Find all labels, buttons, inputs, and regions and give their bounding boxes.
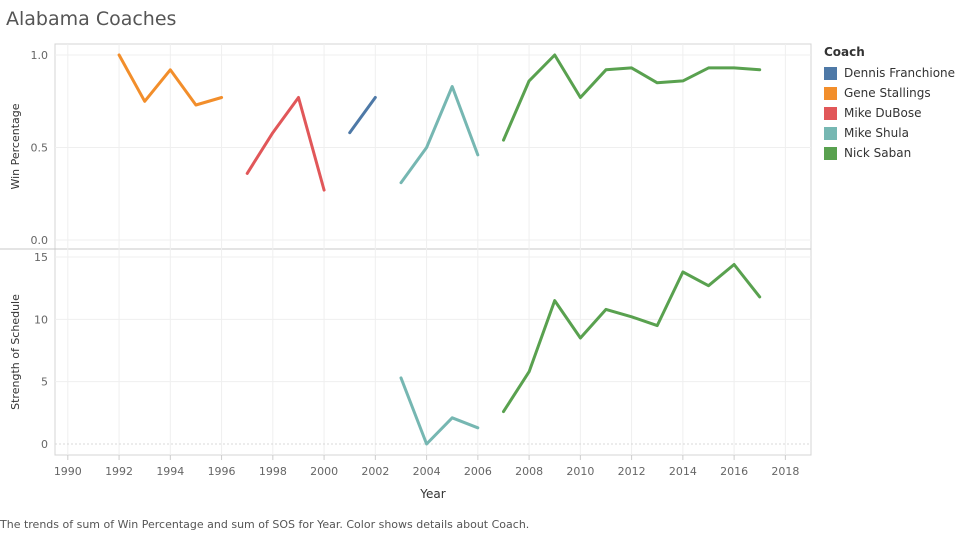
x-tick-label: 2014 [669,465,697,478]
panel-2: 0 5 10 15 Strength of Schedule [9,249,811,455]
legend: Coach Dennis Franchione Gene Stallings Mik… [824,45,955,163]
y-tick-label: 0.5 [31,142,49,155]
chart-caption: The trends of sum of Win Percentage and … [0,518,530,531]
legend-label: Mike DuBose [844,106,922,120]
legend-swatch [824,66,837,80]
x-tick-label: 2002 [361,465,389,478]
legend-label: Gene Stallings [844,86,931,100]
series-line [117,53,224,107]
x-tick-label: 2010 [566,465,594,478]
y-tick-label: 5 [41,376,48,389]
series-line [502,53,762,142]
y-tick-label: 10 [34,313,48,326]
legend-title: Coach [824,45,865,59]
legend-swatch [824,86,837,100]
legend-item[interactable]: Nick Saban [824,143,955,163]
x-tick-label: 1990 [54,465,82,478]
panel-1: 0.0 0.5 1.0 Win Percentage [9,44,811,249]
legend-item[interactable]: Gene Stallings [824,83,955,103]
y-tick-label: 1.0 [31,49,49,62]
legend-item[interactable]: Mike Shula [824,123,955,143]
series-line [245,96,326,192]
legend-label: Nick Saban [844,146,912,160]
legend-items: Dennis Franchione Gene Stallings Mike DuBo… [824,63,955,163]
legend-swatch [824,106,837,120]
x-tick-label: 1994 [156,465,184,478]
y-tick-label: 0 [41,438,48,451]
y-axis-title: Win Percentage [9,103,22,189]
chart-title: Alabama Coaches [6,8,177,30]
series-line [348,96,377,135]
x-tick-label: 2006 [464,465,492,478]
legend-label: Mike Shula [844,126,909,140]
x-tick-label: 1992 [105,465,133,478]
x-axis-title: Year [419,487,445,501]
x-tick-label: 2008 [515,465,543,478]
series-line [399,376,480,446]
series-line [502,263,762,414]
x-tick-label: 2016 [720,465,748,478]
x-tick-label: 2004 [413,465,441,478]
legend-swatch [824,126,837,140]
x-tick-label: 2000 [310,465,338,478]
legend-swatch [824,146,837,160]
y-tick-label: 15 [34,251,48,264]
y-tick-label: 0.0 [31,234,49,247]
legend-label: Dennis Franchione [844,66,956,80]
legend-item[interactable]: Dennis Franchione [824,63,955,83]
legend-item[interactable]: Mike DuBose [824,103,955,123]
x-tick-label: 2018 [771,465,799,478]
x-tick-label: 1996 [208,465,236,478]
x-tick-label: 2012 [618,465,646,478]
series-line [399,85,480,185]
y-axis-title: Strength of Schedule [9,294,22,410]
x-tick-label: 1998 [259,465,287,478]
